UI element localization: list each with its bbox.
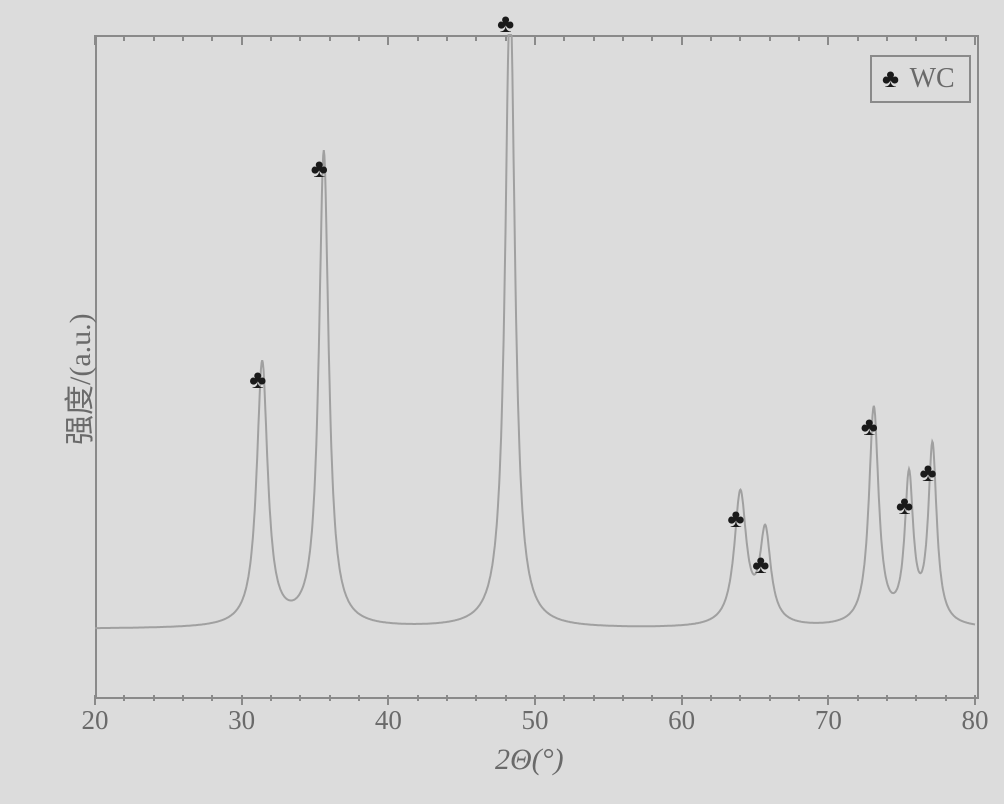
x-minor-tick (123, 695, 125, 701)
x-top-tick (622, 35, 624, 41)
x-tick-label: 70 (815, 705, 842, 736)
x-top-tick (769, 35, 771, 41)
x-top-tick (563, 35, 565, 41)
x-minor-tick (915, 695, 917, 701)
x-minor-tick (446, 695, 448, 701)
x-top-tick (270, 35, 272, 41)
club-icon: ♣ (896, 493, 913, 519)
x-top-tick (417, 35, 419, 41)
x-top-tick (123, 35, 125, 41)
x-tick-label: 20 (82, 705, 109, 736)
x-minor-tick (358, 695, 360, 701)
x-major-tick (534, 695, 536, 705)
x-top-tick (241, 35, 243, 45)
x-top-tick (739, 35, 741, 41)
x-minor-tick (769, 695, 771, 701)
x-top-tick (827, 35, 829, 45)
x-minor-tick (945, 695, 947, 701)
x-minor-tick (739, 695, 741, 701)
x-minor-tick (270, 695, 272, 701)
legend-label: WC (910, 63, 955, 94)
x-tick-label: 40 (375, 705, 402, 736)
x-top-tick (299, 35, 301, 41)
x-top-tick (681, 35, 683, 45)
x-minor-tick (886, 695, 888, 701)
x-minor-tick (593, 695, 595, 701)
x-minor-tick (710, 695, 712, 701)
x-tick-label: 60 (668, 705, 695, 736)
x-top-tick (915, 35, 917, 41)
x-minor-tick (299, 695, 301, 701)
x-top-tick (358, 35, 360, 41)
y-axis-label: 强度/(a.u.) (55, 313, 99, 445)
x-top-tick (945, 35, 947, 41)
x-minor-tick (211, 695, 213, 701)
x-top-tick (857, 35, 859, 41)
xrd-curve (95, 35, 975, 628)
x-minor-tick (417, 695, 419, 701)
x-top-tick (153, 35, 155, 41)
x-major-tick (974, 695, 976, 705)
x-minor-tick (475, 695, 477, 701)
x-top-tick (446, 35, 448, 41)
x-minor-tick (798, 695, 800, 701)
x-top-tick (329, 35, 331, 41)
club-icon: ♣ (861, 414, 878, 440)
legend-box: ♣ WC (870, 55, 971, 103)
x-top-tick (94, 35, 96, 45)
club-icon: ♣ (882, 64, 899, 93)
x-axis-label: 2Θ(°) (495, 743, 564, 777)
x-top-tick (974, 35, 976, 45)
x-minor-tick (182, 695, 184, 701)
x-major-tick (387, 695, 389, 705)
x-minor-tick (505, 695, 507, 701)
club-icon: ♣ (919, 460, 936, 486)
x-top-tick (475, 35, 477, 41)
x-top-tick (211, 35, 213, 41)
x-minor-tick (563, 695, 565, 701)
x-minor-tick (651, 695, 653, 701)
x-major-tick (241, 695, 243, 705)
x-tick-label: 80 (962, 705, 989, 736)
x-top-tick (710, 35, 712, 41)
x-top-tick (593, 35, 595, 41)
xrd-curve-svg (0, 0, 1004, 804)
figure-canvas: ♣♣♣♣♣♣♣♣ 20304050607080 2Θ(°) 强度/(a.u.) … (0, 0, 1004, 804)
x-minor-tick (857, 695, 859, 701)
x-tick-label: 30 (228, 705, 255, 736)
club-icon: ♣ (497, 11, 514, 37)
x-minor-tick (329, 695, 331, 701)
club-icon: ♣ (249, 367, 266, 393)
x-major-tick (681, 695, 683, 705)
x-top-tick (387, 35, 389, 45)
club-icon: ♣ (727, 506, 744, 532)
club-icon: ♣ (752, 552, 769, 578)
x-top-tick (505, 35, 507, 41)
x-top-tick (798, 35, 800, 41)
x-top-tick (534, 35, 536, 45)
x-top-tick (182, 35, 184, 41)
x-top-tick (886, 35, 888, 41)
x-top-tick (651, 35, 653, 41)
x-minor-tick (622, 695, 624, 701)
x-tick-label: 50 (522, 705, 549, 736)
club-icon: ♣ (311, 156, 328, 182)
x-major-tick (827, 695, 829, 705)
x-minor-tick (153, 695, 155, 701)
x-major-tick (94, 695, 96, 705)
